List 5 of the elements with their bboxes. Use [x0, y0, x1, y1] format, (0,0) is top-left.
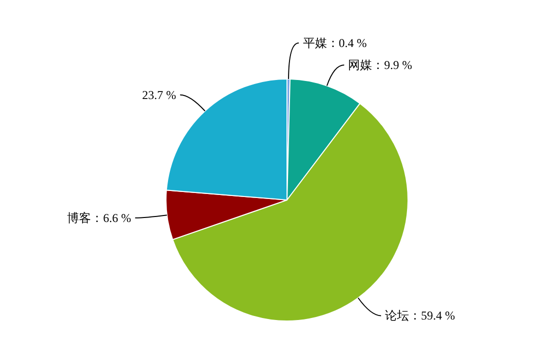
slice-label: 博客：6.6 % [67, 210, 132, 225]
slice-label: 平媒：0.4 % [302, 36, 367, 50]
slice-label: 论坛：59.4 % [385, 308, 456, 323]
slice-label: 网媒：9.9 % [348, 58, 412, 72]
data-label: 23.7 % [142, 88, 176, 102]
